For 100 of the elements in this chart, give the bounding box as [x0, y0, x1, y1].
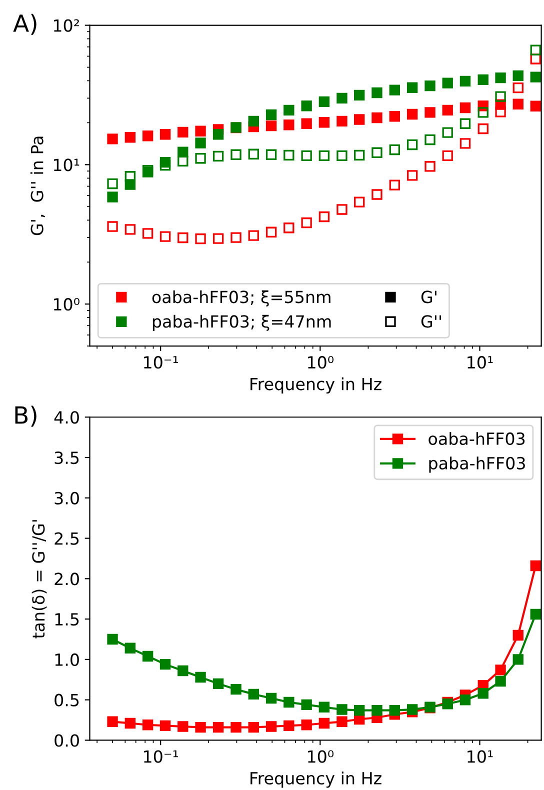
point	[301, 699, 312, 710]
point	[124, 171, 136, 182]
point	[389, 704, 400, 716]
x-tick-label: 10⁻¹	[144, 750, 178, 763]
point	[442, 78, 453, 88]
legend-label: oaba-hFF03; ξ=55nm	[152, 290, 330, 307]
point	[478, 123, 488, 134]
point	[107, 134, 118, 144]
point	[495, 664, 506, 676]
point	[195, 126, 206, 136]
legend-label: G'	[421, 290, 436, 304]
point	[107, 221, 118, 232]
point	[230, 149, 242, 160]
y-tick-label: 2.0	[54, 572, 79, 586]
point	[336, 204, 348, 215]
y-tick-label: 2.5	[54, 532, 79, 545]
point	[389, 144, 400, 156]
point	[212, 722, 224, 733]
point	[266, 109, 277, 120]
point	[354, 90, 365, 101]
point	[107, 716, 118, 727]
point	[266, 149, 277, 160]
point	[107, 178, 118, 190]
point	[230, 684, 242, 695]
point	[195, 722, 206, 733]
x-axis-title: Frequency in Hz	[250, 377, 382, 394]
point	[107, 634, 118, 645]
point	[442, 127, 453, 138]
point	[336, 116, 348, 127]
legend-label: paba-hFF03	[429, 456, 525, 473]
point	[195, 233, 206, 244]
point	[160, 658, 171, 670]
point	[512, 82, 524, 94]
point	[512, 70, 524, 82]
point	[512, 98, 524, 110]
point	[336, 92, 348, 104]
point	[266, 226, 277, 238]
point	[266, 692, 277, 704]
point	[142, 720, 154, 730]
point	[318, 96, 330, 108]
point	[230, 722, 242, 733]
point	[124, 718, 136, 729]
point	[248, 230, 259, 241]
point	[495, 72, 506, 84]
point	[336, 704, 348, 715]
text: A)	[13, 14, 36, 35]
point	[442, 150, 453, 162]
y-tick-label: 3.0	[54, 492, 79, 504]
point	[460, 76, 471, 87]
point	[160, 129, 171, 140]
point	[406, 704, 418, 715]
y-tick-label: 0.5	[54, 694, 79, 706]
x-tick-label: 10⁰	[308, 356, 334, 369]
point	[460, 694, 471, 706]
point	[478, 74, 488, 86]
point	[495, 91, 506, 102]
point	[230, 232, 242, 243]
point	[284, 222, 294, 234]
point	[406, 139, 418, 150]
point	[142, 228, 154, 239]
point	[284, 120, 294, 130]
point	[372, 189, 382, 200]
point	[248, 722, 259, 733]
point	[248, 688, 259, 700]
point	[160, 160, 171, 171]
x-tick-label: 10¹	[468, 750, 493, 763]
point	[178, 232, 188, 244]
point	[178, 721, 188, 732]
point	[478, 688, 488, 699]
point	[354, 114, 365, 125]
x-tick-label: 10⁰	[308, 750, 334, 763]
point	[318, 702, 330, 712]
point	[284, 696, 294, 708]
point	[212, 150, 224, 162]
point	[284, 104, 294, 116]
y-axis-title: tan(δ) = G''/G'	[32, 520, 47, 638]
point	[478, 107, 488, 118]
point	[178, 156, 188, 166]
point	[372, 704, 382, 716]
point	[318, 718, 330, 729]
point	[142, 130, 154, 142]
point	[160, 720, 171, 732]
point	[301, 217, 312, 228]
point	[460, 138, 471, 149]
point	[530, 100, 541, 112]
point	[284, 150, 294, 161]
point	[318, 150, 330, 162]
point	[389, 84, 400, 96]
point	[212, 129, 224, 140]
point	[530, 560, 541, 572]
point	[354, 704, 365, 716]
y-axis-title: G', G'' in Pa	[30, 136, 46, 236]
point	[424, 107, 436, 118]
y-tick-label: 10⁰	[54, 298, 80, 311]
legend-label: paba-hFF03; ξ=47nm	[152, 314, 331, 332]
point	[530, 44, 541, 56]
y-tick-label: 10¹	[54, 158, 80, 172]
point	[124, 224, 136, 235]
point	[248, 116, 259, 127]
y-tick-label: 3.5	[54, 451, 79, 464]
